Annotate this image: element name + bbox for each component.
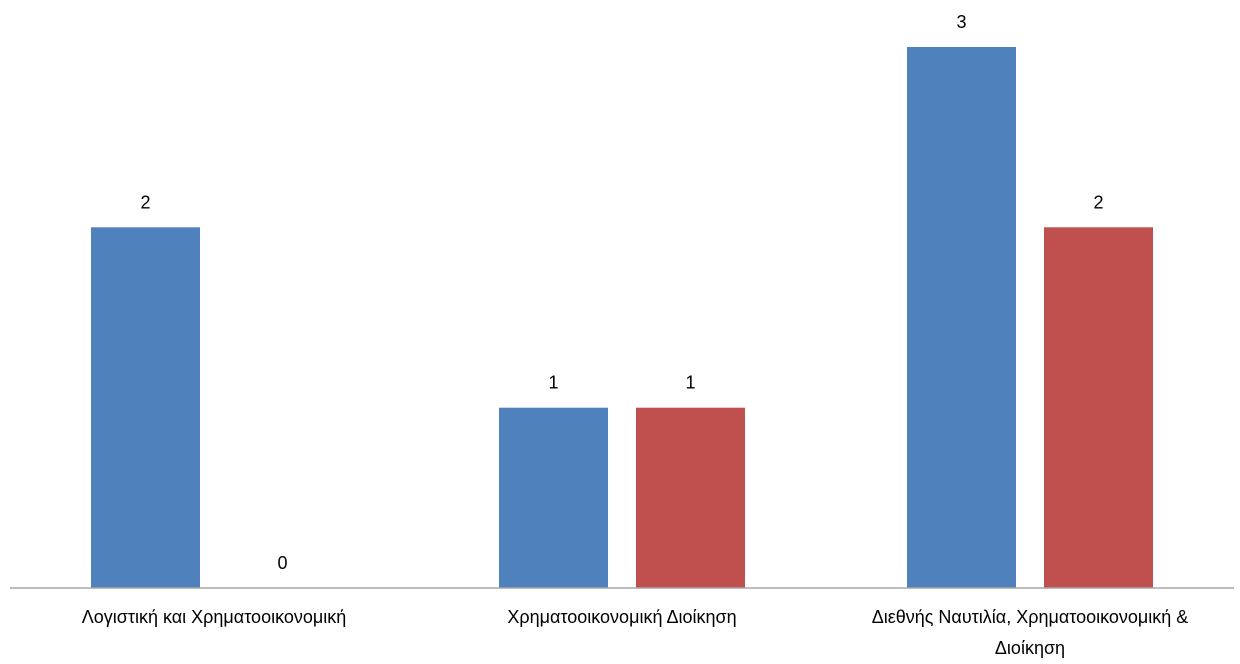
data-labels-group: 2 0 1 1 3 2	[140, 12, 1103, 573]
bar-series-1-category-3	[907, 47, 1016, 588]
data-label-series-2-category-3: 2	[1093, 192, 1103, 212]
bar-series-1-category-2	[499, 407, 608, 588]
bars-group	[91, 47, 1153, 589]
category-label-3: Διεθνής Ναυτιλία, Χρηματοοικονομική & Διο…	[872, 607, 1189, 658]
category-label-line: Λογιστική και Χρηματοοικονομική	[82, 607, 347, 627]
category-label-line: Διεθνής Ναυτιλία, Χρηματοοικονομική &	[872, 607, 1189, 627]
data-label-series-2-category-2: 1	[685, 373, 695, 393]
category-labels-group: Λογιστική και Χρηματοοικονομική Χρηματοοι…	[82, 607, 1189, 658]
category-label-line: Χρηματοοικονομική Διοίκηση	[507, 607, 736, 627]
category-label-1: Λογιστική και Χρηματοοικονομική	[82, 607, 347, 627]
data-label-series-1-category-1: 2	[140, 192, 150, 212]
bar-series-2-category-2	[636, 407, 745, 588]
category-label-2: Χρηματοοικονομική Διοίκηση	[507, 607, 736, 627]
data-label-series-1-category-3: 3	[956, 12, 966, 32]
bar-series-2-category-3	[1044, 227, 1153, 589]
category-label-line: Διοίκηση	[995, 638, 1065, 658]
data-label-series-1-category-2: 1	[548, 373, 558, 393]
data-label-series-2-category-1: 0	[277, 553, 287, 573]
bar-series-1-category-1	[91, 227, 200, 589]
